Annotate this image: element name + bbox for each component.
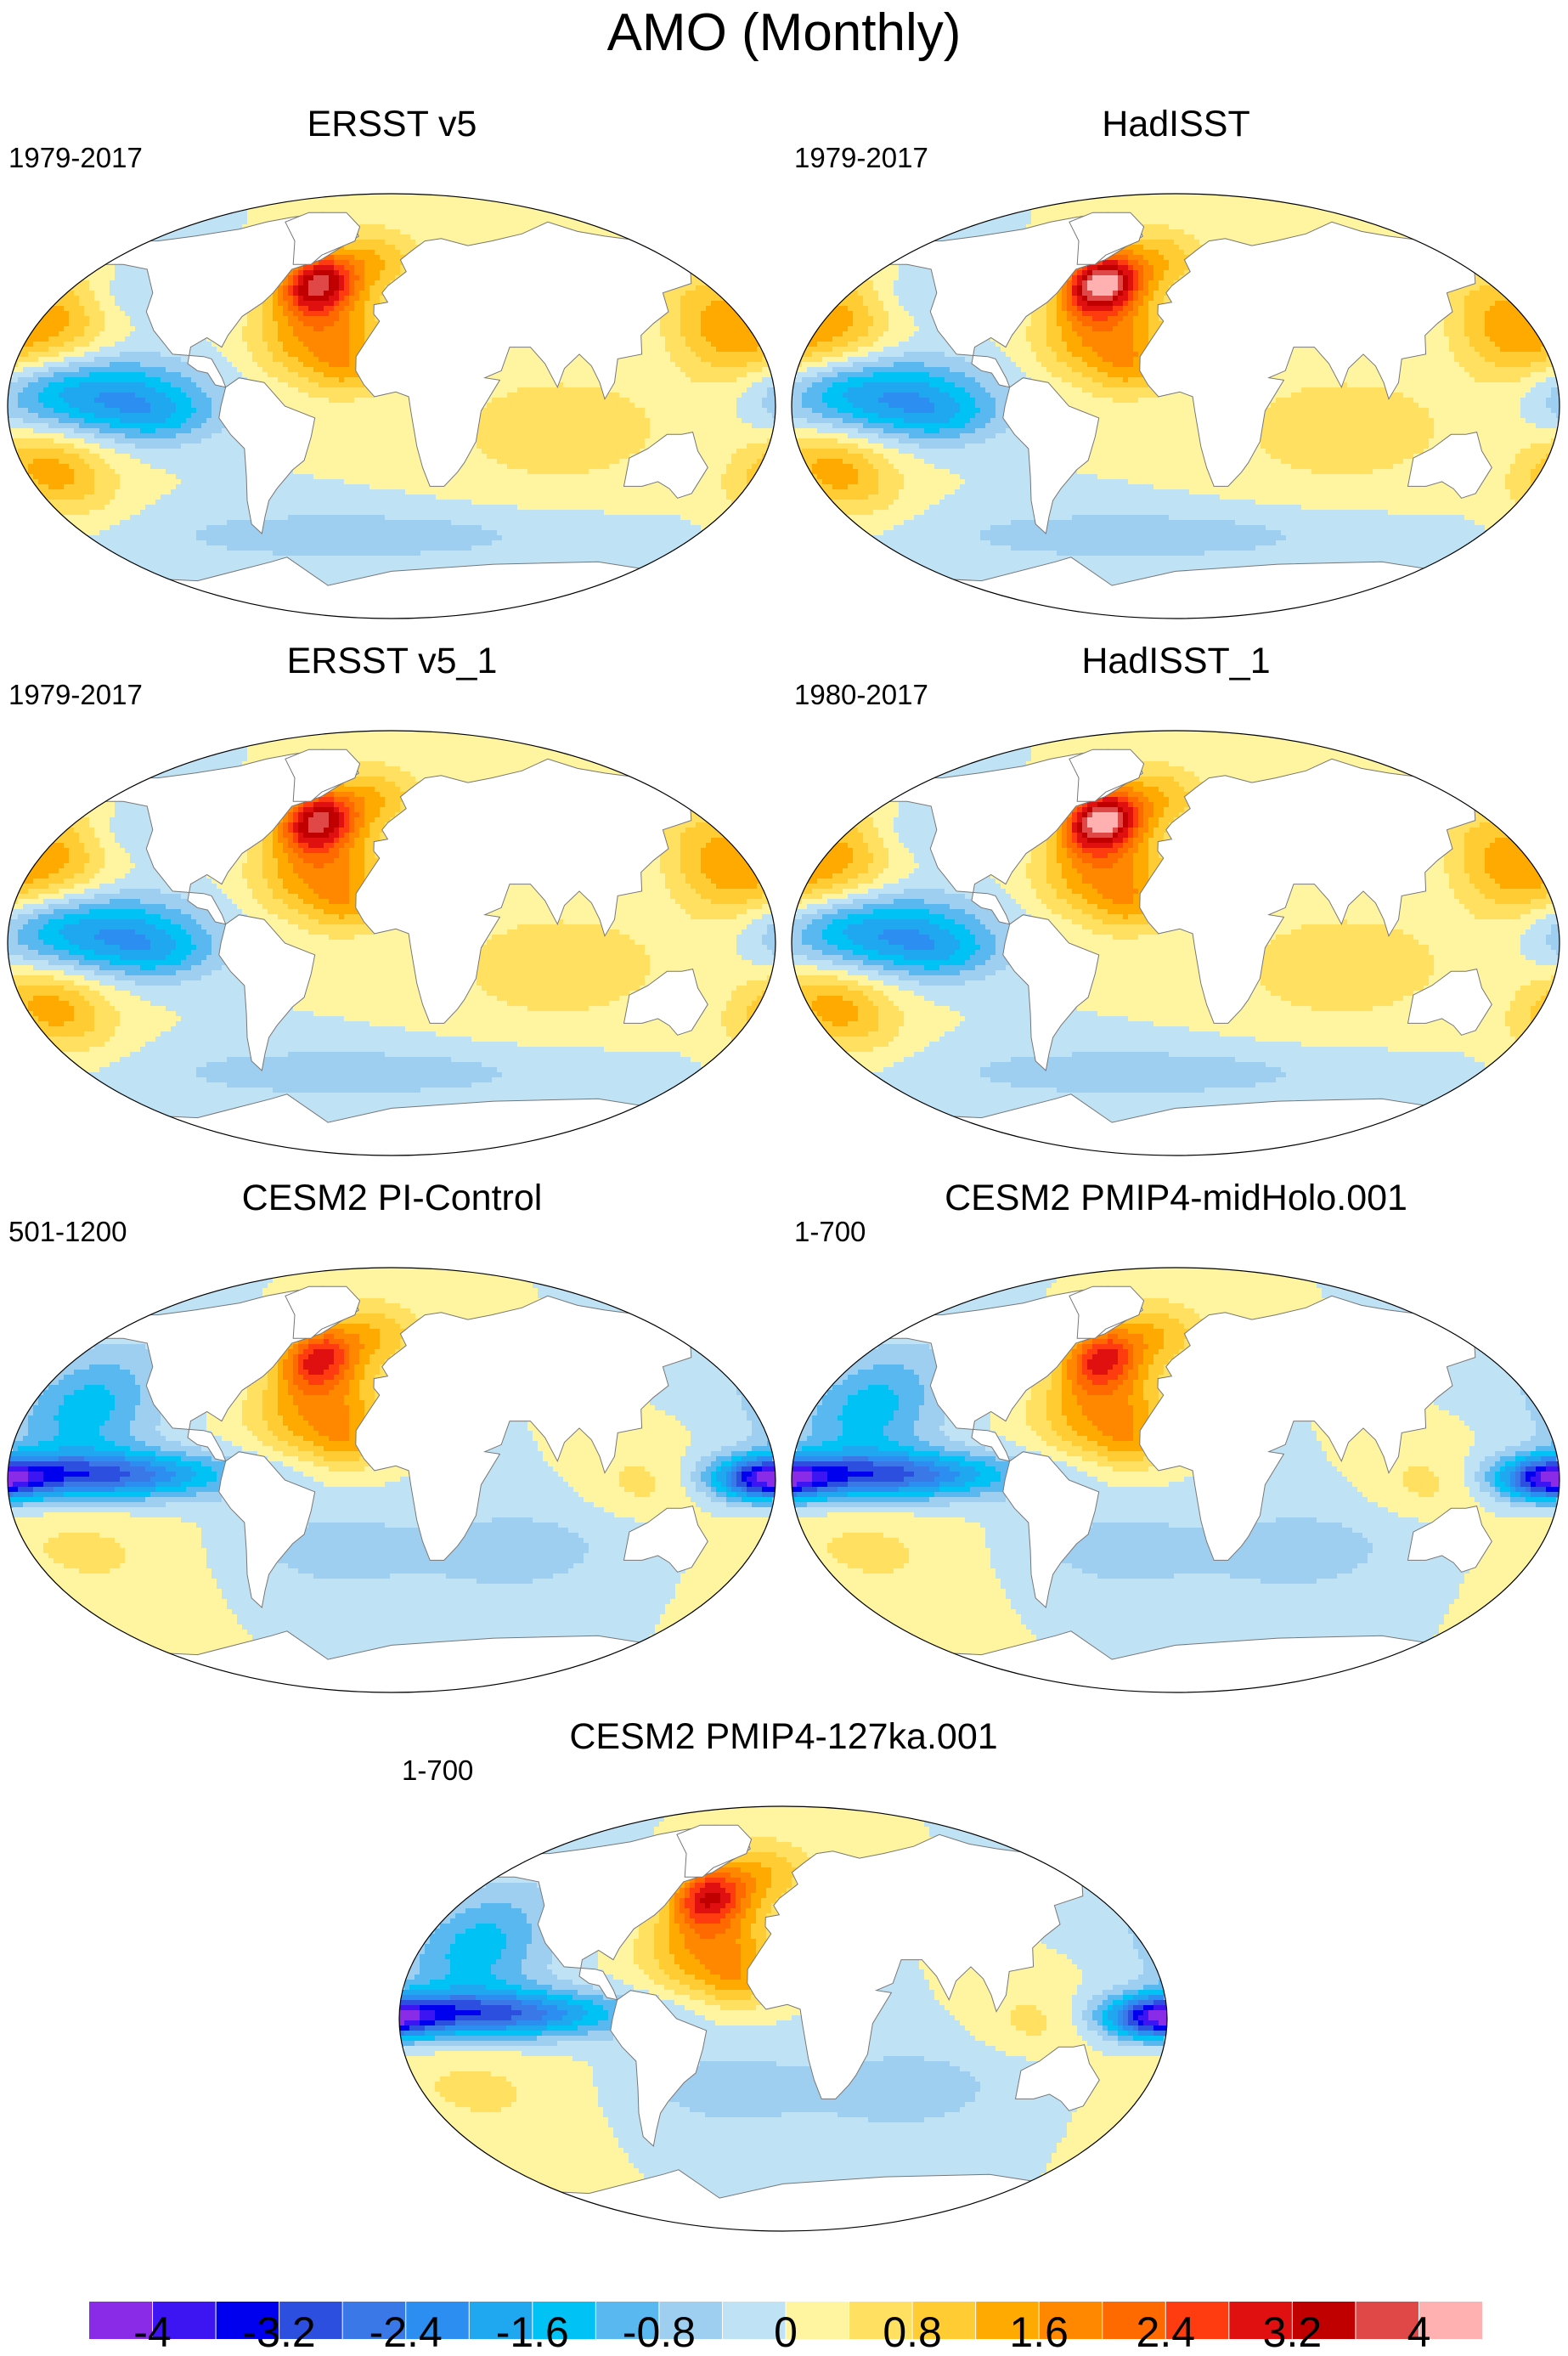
panel-period: 501-1200 — [8, 1215, 127, 1249]
panel-title: CESM2 PMIP4-midHolo.001 — [784, 1174, 1568, 1222]
sst-anomaly-map — [784, 100, 1568, 627]
panel-period: 1980-2017 — [794, 678, 928, 712]
panel-hadisst: HadISST 1979-2017 — [784, 100, 1568, 610]
colorbar-tick-label: 0 — [774, 2311, 798, 2353]
panel-cesm2-127ka: CESM2 PMIP4-127ka.001 1-700 — [392, 1713, 1176, 2223]
colorbar-tick-label: -3.2 — [243, 2311, 316, 2353]
panel-period: 1979-2017 — [794, 141, 928, 175]
panel-ersst-v5: ERSST v5 1979-2017 — [0, 100, 784, 610]
panel-cesm2-pi-control: CESM2 PI-Control 501-1200 — [0, 1174, 784, 1684]
colorbar-tick-label: 0.8 — [883, 2311, 942, 2353]
panel-cesm2-midholo: CESM2 PMIP4-midHolo.001 1-700 — [784, 1174, 1568, 1684]
sst-anomaly-map — [0, 1174, 784, 1701]
panel-period: 1-700 — [794, 1215, 866, 1249]
colorbar-tick-label: -4 — [133, 2311, 171, 2353]
sst-anomaly-map — [784, 637, 1568, 1164]
panel-ersst-v5-1: ERSST v5_1 1979-2017 — [0, 637, 784, 1147]
colorbar-tick-label: 2.4 — [1137, 2311, 1196, 2353]
colorbar-tick-label: 4 — [1407, 2311, 1431, 2353]
colorbar-tick-label: -1.6 — [496, 2311, 569, 2353]
sst-anomaly-map — [0, 637, 784, 1164]
panel-period: 1-700 — [402, 1754, 473, 1788]
colorbar-tick-label: -0.8 — [623, 2311, 696, 2353]
panel-hadisst-1: HadISST_1 1980-2017 — [784, 637, 1568, 1147]
colorbar-tick-label: 3.2 — [1263, 2311, 1323, 2353]
sst-anomaly-map — [392, 1713, 1176, 2240]
sst-anomaly-map — [784, 1174, 1568, 1701]
panel-period: 1979-2017 — [8, 141, 143, 175]
figure-title: AMO (Monthly) — [0, 0, 1568, 66]
colorbar-tick-label: 1.6 — [1009, 2311, 1069, 2353]
colorbar-tick-label: -2.4 — [369, 2311, 443, 2353]
panel-period: 1979-2017 — [8, 678, 143, 712]
panel-title: CESM2 PMIP4-127ka.001 — [392, 1713, 1176, 1760]
sst-anomaly-map — [0, 100, 784, 627]
